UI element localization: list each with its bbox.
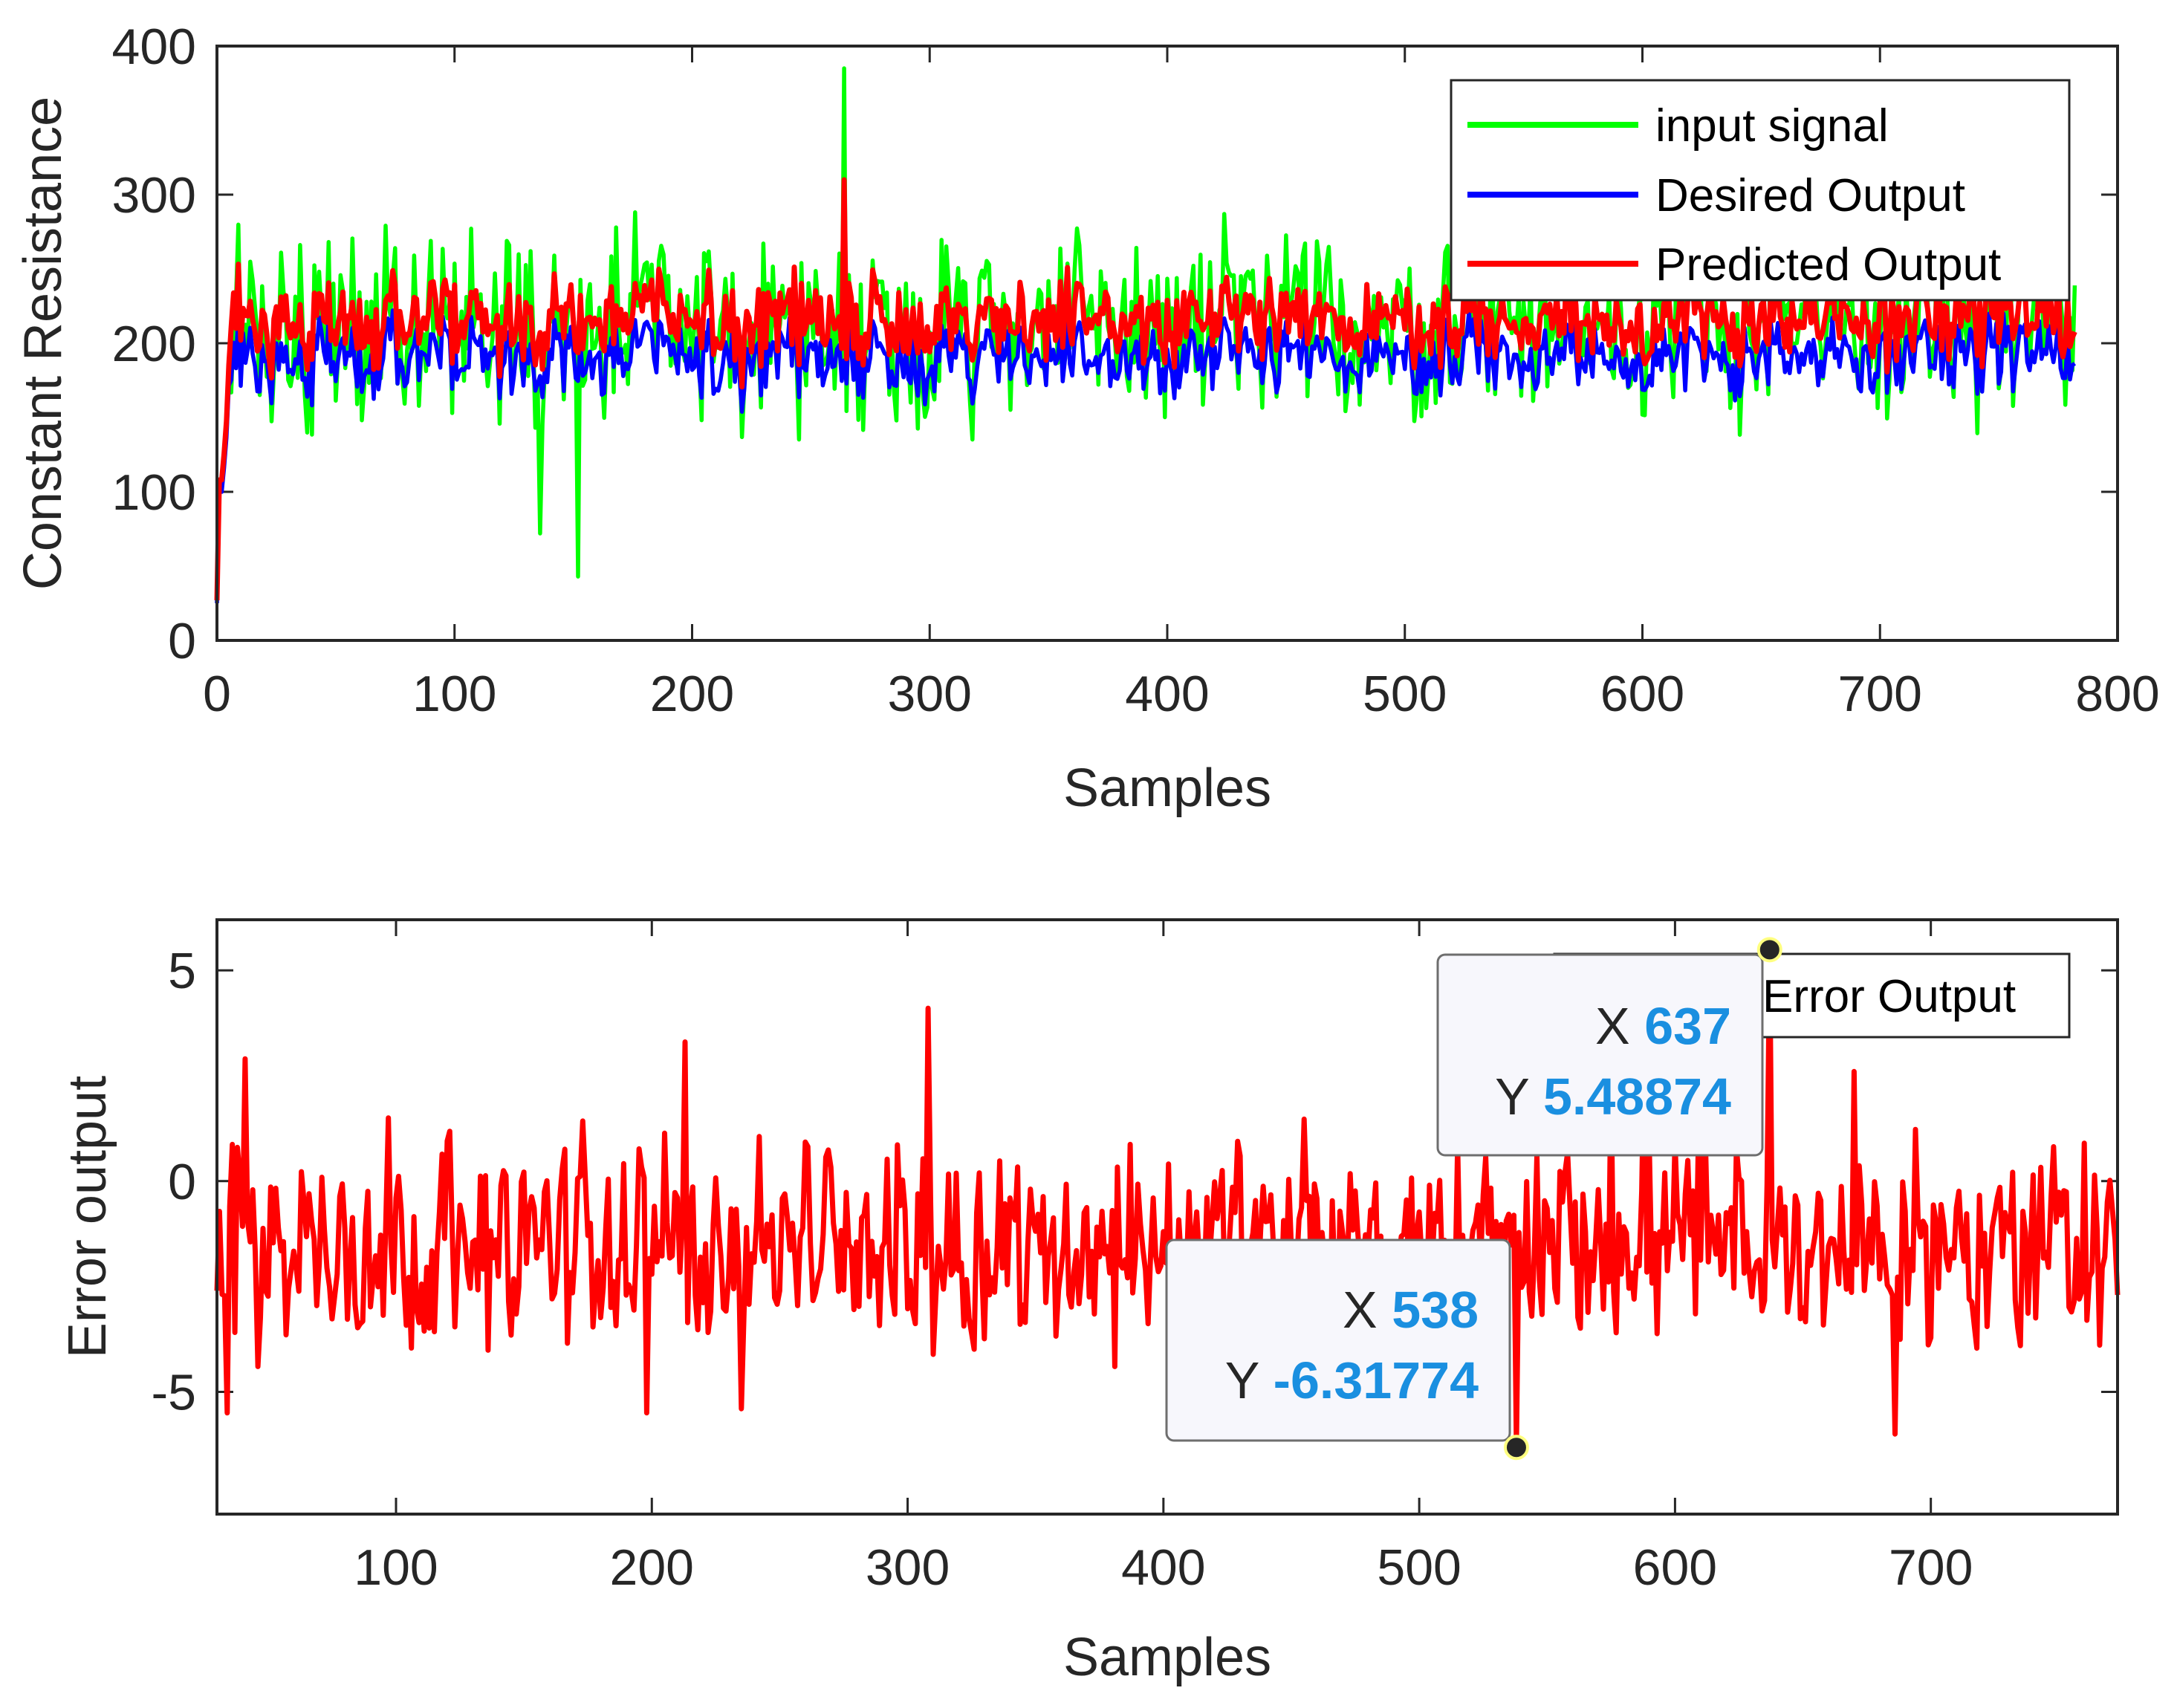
top-x-tick-label: 300 [888, 666, 972, 722]
bottom-x-tick-label: 600 [1633, 1539, 1717, 1596]
bottom-x-tick-label: 700 [1889, 1539, 1973, 1596]
bottom-x-ticks: 100 200 300 400 500 600 700 [354, 920, 1973, 1596]
top-axes-box [215, 45, 2119, 642]
bottom-x-tick-label: 100 [354, 1539, 438, 1596]
top-legend: input signal Desired Output Predicted Ou… [1450, 79, 2071, 302]
top-x-tick-label: 800 [2075, 666, 2159, 722]
datatip-min-box [1165, 1238, 1511, 1442]
series-line-error-output [214, 946, 2121, 1450]
datatip-min-x-label: X [1343, 1281, 1378, 1339]
bottom-y-ticks: -5 0 5 [152, 943, 2118, 1420]
legend-label-error-output: Error Output [1762, 971, 2016, 1022]
datatip-max[interactable]: X 637 Y 5.48874 [1436, 937, 1782, 1157]
bottom-y-tick-label: 5 [168, 943, 196, 999]
datatip-min-y-value: -6.31774 [1274, 1351, 1479, 1409]
bottom-x-tick-label: 500 [1377, 1539, 1461, 1596]
series-line-predicted-output [214, 177, 2077, 601]
datatip-max-y-value: 5.48874 [1543, 1068, 1731, 1126]
datatip-min-marker[interactable] [1503, 1435, 1529, 1461]
bottom-x-tick-label: 300 [866, 1539, 950, 1596]
top-series-lines [214, 66, 2077, 604]
bottom-x-tick-label: 400 [1121, 1539, 1205, 1596]
datatip-min-x-value: 538 [1392, 1281, 1479, 1339]
datatip-max-x: X 637 [1595, 997, 1731, 1055]
top-x-axis-label: Samples [1063, 759, 1271, 818]
top-x-tick-label: 400 [1125, 666, 1209, 722]
bottom-axes-box [215, 918, 2119, 1516]
datatip-min[interactable]: X 538 Y -6.31774 [1165, 1238, 1529, 1461]
datatip-max-x-value: 637 [1644, 997, 1731, 1055]
legend-label-desired-output: Desired Output [1655, 170, 1965, 221]
bottom-y-axis-label: Error output [58, 1076, 117, 1358]
top-y-tick-label: 0 [168, 613, 196, 669]
top-x-tick-label: 0 [203, 666, 231, 722]
top-x-tick-label: 700 [1838, 666, 1922, 722]
datatip-max-marker[interactable] [1756, 937, 1782, 963]
bottom-y-tick-label: -5 [152, 1364, 196, 1420]
datatip-max-x-label: X [1595, 997, 1630, 1055]
top-y-tick-label: 400 [112, 19, 196, 75]
datatip-max-y: Y 5.48874 [1495, 1068, 1731, 1126]
legend-label-predicted-output: Predicted Output [1655, 239, 2001, 290]
datatip-min-y: Y -6.31774 [1225, 1351, 1479, 1409]
top-x-tick-label: 500 [1363, 666, 1447, 722]
bottom-y-tick-label: 0 [168, 1154, 196, 1210]
top-x-ticks: 0 100 200 300 400 500 600 700 800 [203, 46, 2160, 722]
bottom-x-axis-label: Samples [1063, 1628, 1271, 1687]
bottom-chart: 100 200 300 400 500 600 700 -5 0 5 Samples Error… [58, 918, 2121, 1687]
top-y-tick-label: 100 [112, 464, 196, 521]
top-y-tick-label: 300 [112, 167, 196, 224]
bottom-series-lines [214, 946, 2121, 1450]
top-chart: 0 100 200 300 400 500 600 700 800 0100200300400 … [13, 19, 2160, 818]
top-x-tick-label: 100 [412, 666, 496, 722]
series-line-desired-output [215, 305, 2077, 604]
datatip-min-y-label: Y [1225, 1351, 1259, 1409]
bottom-x-tick-label: 200 [610, 1539, 694, 1596]
top-y-ticks: 0 100 200 300 400 [112, 19, 2118, 669]
top-x-tick-label: 200 [650, 666, 734, 722]
legend-label-input-signal: input signal [1655, 100, 1889, 152]
datatip-min-x: X 538 [1343, 1281, 1479, 1339]
top-y-axis-label: Constant Resistance [13, 97, 73, 590]
top-x-tick-label: 600 [1600, 666, 1684, 722]
top-y-tick-label: 200 [112, 316, 196, 372]
datatip-max-y-label: Y [1495, 1068, 1529, 1126]
datatip-max-box [1436, 953, 1764, 1157]
